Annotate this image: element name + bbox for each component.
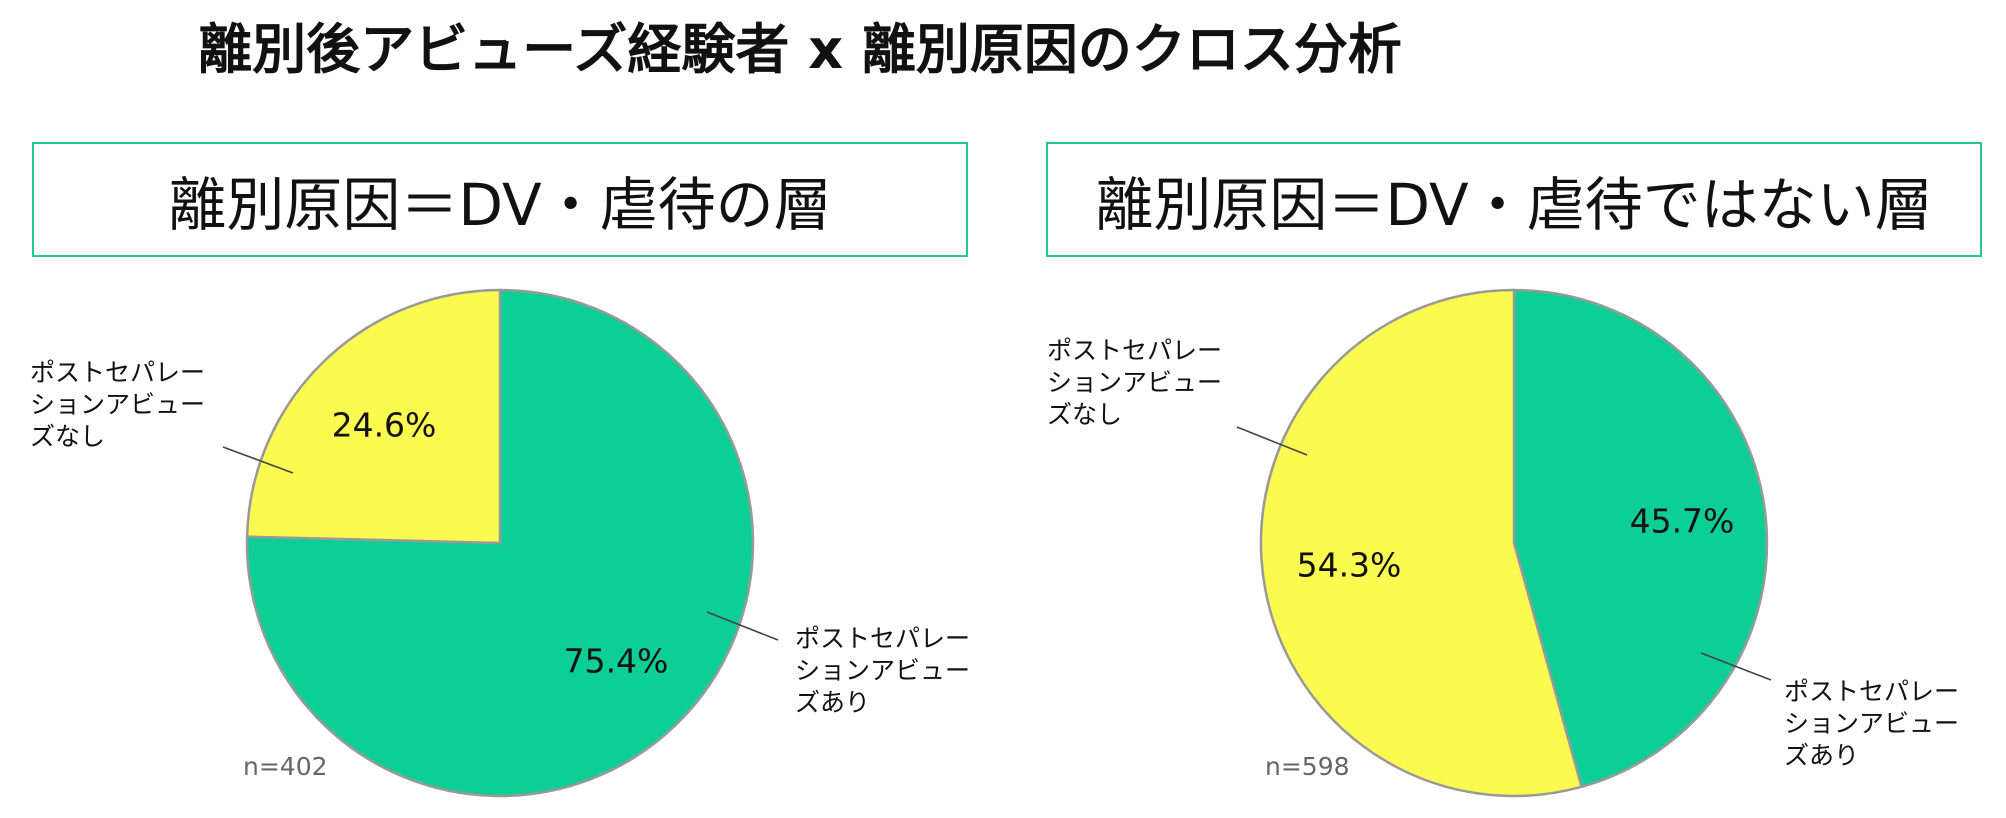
chart-title: 離別後アビューズ経験者 x 離別原因のクロス分析 <box>198 18 1402 81</box>
sample-size-label: n=402 <box>243 752 328 781</box>
slice-value-label: 45.7% <box>1630 502 1735 541</box>
slice-value-label: 75.4% <box>564 642 669 681</box>
panel-title-dv: 離別原因＝DV・虐待の層 <box>32 142 968 257</box>
slice-value-label: 24.6% <box>332 406 437 445</box>
leader-line <box>1700 652 1772 681</box>
slice-category-label: ポストセパレーションアビューズなし <box>1047 336 1222 429</box>
slice-category-label: ポストセパレーションアビューズあり <box>1784 677 1959 770</box>
leader-line <box>1236 426 1308 456</box>
pie-slice-abuse-no <box>245 288 502 545</box>
slice-value-label: 54.3% <box>1297 546 1402 585</box>
leader-line <box>222 446 294 474</box>
pie-slice-abuse-no <box>1259 288 1583 798</box>
pie-slice-abuse-yes <box>1512 288 1769 789</box>
leader-line <box>706 611 779 641</box>
slice-category-label: ポストセパレーションアビューズなし <box>30 358 205 451</box>
sample-size-label: n=598 <box>1265 752 1350 781</box>
panel-title-non-dv: 離別原因＝DV・虐待ではない層 <box>1046 142 1982 257</box>
slice-category-label: ポストセパレーションアビューズあり <box>795 624 970 717</box>
